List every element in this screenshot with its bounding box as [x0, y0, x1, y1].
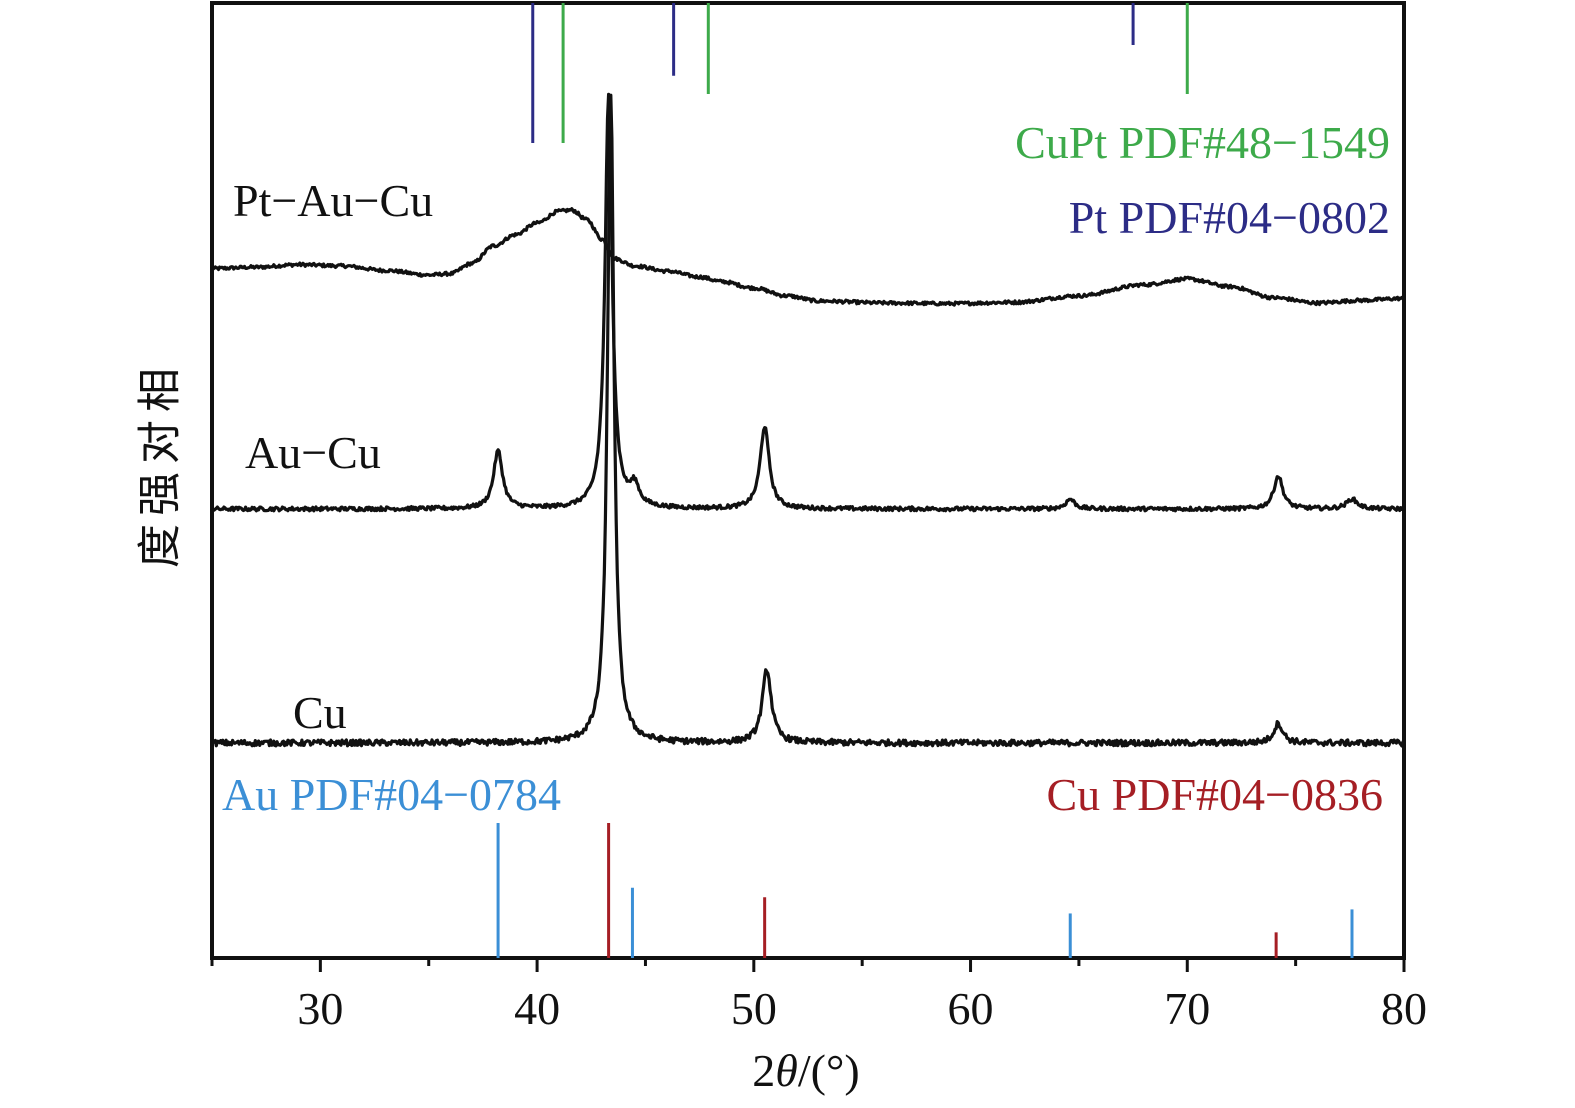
y-axis-title-char: 对: [135, 420, 186, 464]
y-axis-title-char: 强: [135, 472, 186, 516]
reference-lines-bottom: [496, 823, 1354, 958]
x-axis-tick-labels: 30 40 50 60 70 80: [297, 983, 1427, 1034]
y-axis-title-char: 相: [135, 368, 186, 412]
xrd-series: [210, 92, 1406, 748]
legend-au: Au PDF#04−0784: [222, 769, 561, 820]
legend-pt: Pt PDF#04−0802: [1069, 192, 1390, 243]
series-line-0: [210, 207, 1406, 307]
reference-lines-top: [531, 3, 1189, 143]
x-tick-label: 50: [731, 983, 777, 1034]
x-tick-label: 80: [1381, 983, 1427, 1034]
x-tick-label: 30: [297, 983, 343, 1034]
legend-cu-ref: Cu PDF#04−0836: [1046, 769, 1383, 820]
x-axis-ticks: [210, 958, 1406, 972]
series-line-2: [210, 93, 1405, 748]
series-label-cu: Cu: [293, 687, 347, 738]
x-axis-title: 2θ/(°): [752, 1045, 859, 1096]
x-tick-label: 70: [1164, 983, 1210, 1034]
x-tick-label: 60: [948, 983, 994, 1034]
series-label-pt-au-cu: Pt−Au−Cu: [233, 175, 433, 226]
legend-cupt: CuPt PDF#48−1549: [1015, 117, 1390, 168]
plot-frame: [210, 1, 1406, 960]
x-tick-label: 40: [514, 983, 560, 1034]
series-line-1: [210, 92, 1406, 513]
series-label-au-cu: Au−Cu: [245, 427, 381, 478]
y-axis-title-char: 度: [135, 524, 186, 568]
